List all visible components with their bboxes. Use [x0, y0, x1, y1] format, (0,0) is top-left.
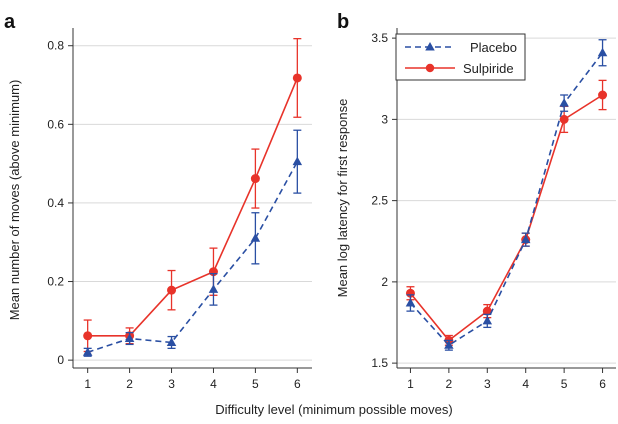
legend-placebo-marker — [425, 42, 435, 51]
panel-a: a 0 0.2 0.4 0.6 0.8 1 2 3 4 5 6 Mean number of mov… — [4, 11, 312, 391]
panel-b-ytick-label: 2.5 — [371, 194, 388, 208]
panel-a-placebo-point — [250, 233, 261, 242]
panel-b-placebo-point — [559, 98, 569, 107]
panel-a-ytick-label: 0.2 — [47, 275, 64, 289]
panel-b-placebo-line — [409, 52, 604, 347]
panel-a-sulpiride-point — [292, 73, 302, 83]
panel-a-placebo-point — [208, 284, 219, 293]
panel-a-letter: a — [4, 11, 16, 33]
panel-a-grid — [73, 45, 312, 361]
panel-b-series — [405, 39, 608, 351]
panel-a-sulpiride-point — [83, 331, 93, 341]
legend: Placebo Sulpiride — [395, 33, 526, 81]
panel-a-ytick-label: 0.6 — [47, 117, 64, 131]
panel-b-placebo-point — [520, 234, 531, 244]
panel-a-ticks: 0 0.2 0.4 0.6 0.8 1 2 3 4 5 6 — [47, 39, 301, 391]
panel-a-ytick-label: 0 — [57, 353, 64, 367]
panel-a-xtick-label: 5 — [252, 377, 259, 391]
panel-b-ytick-label: 3.5 — [371, 31, 388, 45]
panel-a-axes — [72, 28, 312, 369]
legend-box — [395, 33, 526, 81]
panel-a-placebo-point — [166, 337, 177, 346]
panel-b-xtick-label: 6 — [599, 377, 606, 391]
panel-b-sulpiride-point — [598, 90, 608, 100]
panel-b-ytick-label: 2 — [381, 275, 388, 289]
panel-b-sulpiride-point — [559, 114, 569, 124]
panel-b-ylabel: Mean log latency for first response — [335, 99, 350, 298]
panel-a-series — [82, 37, 303, 357]
panel-a-sulpiride-point — [167, 285, 177, 295]
panel-b-letter: b — [337, 11, 349, 33]
panel-a-ylabel: Mean number of moves (above minimum) — [7, 80, 22, 321]
panel-b-xtick-label: 1 — [407, 377, 414, 391]
panel-a-ytick-label: 0.4 — [47, 196, 64, 210]
panel-a-xtick-label: 6 — [294, 377, 301, 391]
panel-a-xtick-label: 1 — [84, 377, 91, 391]
panel-a-sulpiride-line — [87, 77, 299, 337]
panel-b-ytick-label: 3 — [381, 112, 388, 126]
panel-a-xtick-label: 3 — [168, 377, 175, 391]
legend-placebo-label: Placebo — [470, 40, 517, 55]
panel-a-xtick-label: 4 — [210, 377, 217, 391]
panel-b-sulpiride-point — [482, 306, 492, 316]
panel-a-ytick-label: 0.8 — [47, 39, 64, 53]
panel-b-placebo-point — [444, 340, 454, 349]
panel-b-xtick-label: 5 — [561, 377, 568, 391]
legend-sulpiride-label: Sulpiride — [463, 61, 514, 76]
panel-a-placebo-point — [82, 347, 93, 356]
legend-sulpiride-marker — [425, 63, 435, 73]
panel-b-xtick-label: 4 — [522, 377, 529, 391]
panel-b-placebo-point — [405, 298, 416, 307]
panel-b: b 1.5 2 2.5 3 3.5 1 2 3 4 5 6 Mean log latency for… — [335, 11, 616, 391]
panel-b-placebo-point — [482, 315, 493, 325]
panel-a-placebo-point — [292, 156, 303, 166]
panel-b-xtick-label: 2 — [446, 377, 453, 391]
panel-b-placebo-point — [597, 47, 608, 57]
panel-b-grid — [397, 37, 616, 364]
panel-b-ticks: 1.5 2 2.5 3 3.5 1 2 3 4 5 6 — [371, 31, 606, 391]
shared-xlabel: Difficulty level (minimum possible moves… — [215, 402, 452, 417]
panel-a-xtick-label: 2 — [126, 377, 133, 391]
panel-a-placebo-line — [87, 161, 299, 354]
panel-a-sulpiride-point — [250, 174, 260, 184]
panel-b-xtick-label: 3 — [484, 377, 491, 391]
panel-b-sulpiride-line — [409, 94, 603, 342]
panel-b-axes — [396, 28, 616, 369]
panel-a-placebo-point — [124, 333, 135, 343]
panel-b-ytick-label: 1.5 — [371, 356, 388, 370]
